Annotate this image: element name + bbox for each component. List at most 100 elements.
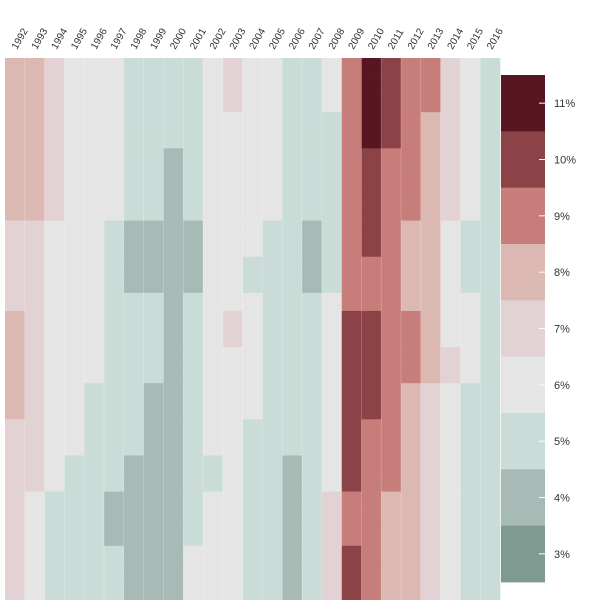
heatmap-cell	[420, 256, 441, 276]
heatmap-cell	[381, 437, 402, 456]
heatmap-cell	[44, 491, 65, 510]
heatmap-cell	[104, 491, 125, 510]
heatmap-cell	[84, 401, 105, 420]
heatmap-cell	[401, 401, 422, 420]
heatmap-cell	[222, 76, 243, 95]
heatmap-cell	[183, 437, 204, 456]
colorbar-segment	[501, 469, 545, 527]
heatmap-cell	[302, 202, 323, 221]
heatmap-cell	[64, 238, 85, 258]
colorbar-tick-label: 10%	[554, 155, 576, 167]
x-tick-label: 2012	[406, 26, 427, 51]
heatmap-cell	[123, 383, 144, 402]
heatmap-cell	[222, 274, 243, 294]
colorbar-segment	[501, 244, 545, 301]
heatmap-cell	[44, 310, 65, 330]
heatmap-cell	[361, 419, 382, 438]
heatmap-cell	[24, 256, 45, 276]
heatmap-cell	[104, 58, 125, 77]
heatmap-cell	[361, 347, 382, 366]
heatmap-cell	[361, 329, 382, 348]
heatmap-cell	[5, 527, 26, 547]
heatmap-cell	[401, 274, 422, 294]
heatmap-cell	[440, 581, 461, 600]
heatmap-cell	[143, 256, 164, 276]
heatmap-cell	[64, 563, 85, 583]
heatmap-cell	[401, 365, 422, 384]
heatmap-cell	[480, 419, 501, 438]
heatmap-cell	[84, 184, 105, 203]
heatmap-cell	[401, 437, 422, 456]
heatmap-cell	[104, 329, 125, 348]
heatmap-cell	[282, 202, 303, 221]
heatmap-cell	[381, 527, 402, 547]
heatmap-cell	[321, 220, 342, 239]
heatmap-cell	[401, 94, 422, 113]
heatmap-cell	[282, 130, 303, 149]
heatmap-cell	[420, 329, 441, 348]
heatmap-cell	[262, 383, 283, 402]
heatmap-cell	[203, 76, 224, 95]
heatmap-cell	[44, 455, 65, 474]
heatmap-cell	[183, 545, 204, 565]
heatmap-cell	[302, 581, 323, 600]
heatmap-cell	[381, 58, 402, 77]
heatmap-cell	[302, 256, 323, 276]
heatmap-cell	[401, 383, 422, 402]
heatmap-cell	[480, 274, 501, 294]
heatmap-cell	[460, 112, 481, 131]
x-tick-label: 2016	[485, 26, 506, 51]
heatmap-cell	[242, 202, 263, 221]
heatmap-cell	[361, 401, 382, 420]
heatmap-cell	[321, 509, 342, 529]
heatmap-cell	[44, 581, 65, 600]
heatmap-cell	[222, 238, 243, 258]
heatmap-cell	[5, 94, 26, 113]
heatmap-cell	[440, 491, 461, 510]
heatmap-cell	[163, 238, 184, 258]
heatmap-cell	[401, 184, 422, 203]
heatmap-cell	[381, 148, 402, 167]
heatmap-cell	[24, 329, 45, 348]
heatmap-cell	[480, 130, 501, 149]
heatmap-cell	[420, 310, 441, 330]
heatmap-cell	[44, 238, 65, 258]
heatmap-cell	[381, 329, 402, 348]
heatmap-cell	[183, 292, 204, 312]
heatmap-cell	[321, 401, 342, 420]
colorbar-segment	[501, 187, 545, 245]
colorbar-segment	[501, 525, 545, 583]
heatmap-cell	[143, 130, 164, 149]
heatmap-cell	[282, 473, 303, 492]
heatmap-cell	[401, 292, 422, 312]
heatmap-cell	[381, 545, 402, 565]
heatmap-cell	[321, 563, 342, 583]
heatmap-cell	[163, 256, 184, 276]
heatmap-cell	[401, 563, 422, 583]
heatmap-cell	[460, 184, 481, 203]
heatmap-cell	[104, 166, 125, 185]
heatmap-cell	[203, 455, 224, 474]
heatmap-cell	[302, 419, 323, 438]
heatmap-cell	[401, 509, 422, 529]
heatmap-cell	[5, 581, 26, 600]
heatmap-cell	[143, 76, 164, 95]
heatmap-cell	[24, 509, 45, 529]
heatmap-cell	[262, 148, 283, 167]
heatmap-cell	[381, 166, 402, 185]
heatmap-cell	[460, 310, 481, 330]
heatmap-cell	[84, 545, 105, 565]
heatmap-cell	[64, 365, 85, 384]
heatmap-cell	[222, 202, 243, 221]
heatmap-cell	[84, 347, 105, 366]
heatmap-cell	[381, 347, 402, 366]
heatmap-cell	[480, 148, 501, 167]
heatmap-cell	[440, 310, 461, 330]
heatmap-cell	[242, 509, 263, 529]
heatmap-cell	[163, 365, 184, 384]
heatmap-cell	[84, 202, 105, 221]
heatmap-cell	[262, 292, 283, 312]
heatmap-cell	[460, 545, 481, 565]
heatmap-cell	[420, 401, 441, 420]
heatmap-cell	[341, 401, 362, 420]
